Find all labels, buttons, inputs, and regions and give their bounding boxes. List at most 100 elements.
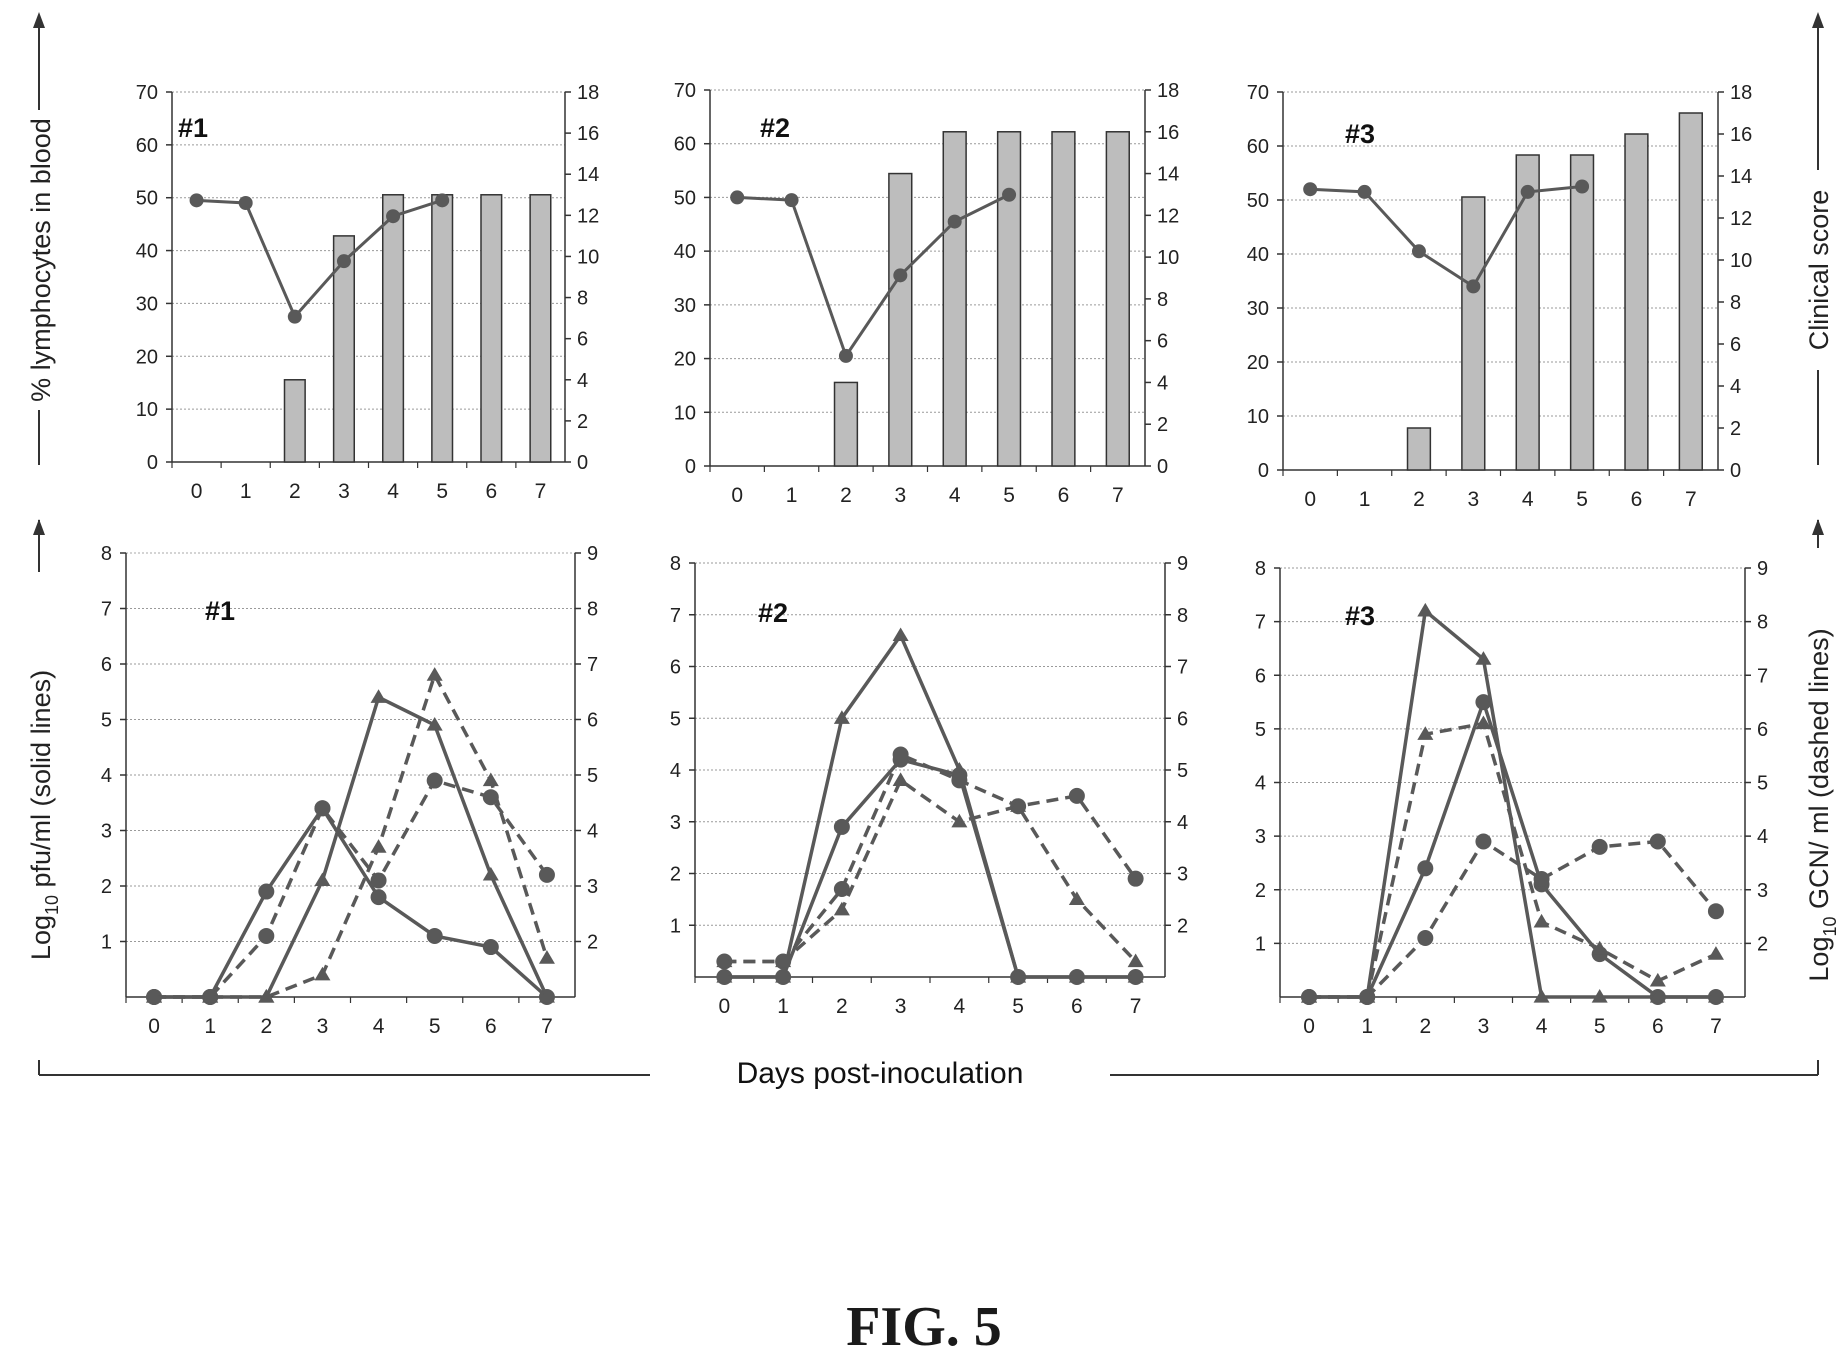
bar	[996, 131, 1022, 467]
series-point	[314, 966, 331, 981]
y-tick-label-left: 40	[1247, 244, 1269, 266]
y-tick-label-left: 70	[1247, 82, 1269, 104]
bar	[1515, 154, 1540, 471]
y-tick-label-left: 1	[101, 932, 112, 954]
x-tick-label: 6	[1058, 484, 1070, 507]
series-point	[1466, 279, 1481, 294]
x-tick-label: 1	[786, 484, 798, 507]
series-point	[1707, 903, 1724, 920]
y-tick-label-left: 20	[136, 346, 158, 368]
y-tick-label-right: 6	[1177, 708, 1188, 730]
x-tick-label: 0	[148, 1015, 160, 1038]
y-tick-label-left: 70	[674, 80, 696, 102]
series-line-3	[1309, 839, 1718, 999]
series-line-1	[1309, 696, 1716, 999]
x-tick-label: 3	[338, 480, 350, 503]
x-tick-label: 7	[1130, 995, 1142, 1018]
series-point	[426, 772, 443, 789]
y-tick-label-right: 0	[1730, 460, 1741, 482]
y-tick-label-right: 4	[587, 821, 598, 843]
y-tick-label-left: 4	[101, 765, 112, 787]
series-point	[258, 927, 275, 944]
y-tick-label-right: 14	[577, 164, 599, 186]
series-point	[1649, 833, 1666, 850]
y-tick-label-right: 8	[577, 288, 588, 310]
chart-panel-5: 1 2 3 4 5 6 7 8 2 3 4 5 6 7 8 9 0 1 2 3 4 5 6 7 #2	[670, 553, 1188, 1018]
panel-label: #1	[178, 113, 208, 143]
y-tick-label-left: 60	[136, 135, 158, 157]
x-tick-label: 5	[1594, 1015, 1606, 1038]
series-point	[370, 889, 387, 906]
panel-label: #3	[1345, 119, 1375, 149]
series-point	[189, 193, 204, 208]
series-point	[1475, 694, 1492, 711]
series-point	[1357, 184, 1372, 199]
series-point	[892, 627, 909, 642]
series-line-4	[724, 777, 1137, 964]
y-tick-label-right: 3	[1177, 864, 1188, 886]
series-point	[370, 872, 387, 889]
y-tick-label-left: 10	[136, 399, 158, 421]
series-line-1	[154, 805, 549, 999]
y-tick-label-right: 16	[1157, 122, 1179, 144]
right-labels: Clinical score Log10 GCN/ ml (dashed lin…	[1110, 12, 1840, 1076]
y-tick-label-right: 18	[577, 82, 599, 104]
y-tick-label-right: 12	[1157, 205, 1179, 227]
y-tick-label-left: 60	[674, 134, 696, 156]
series-point	[538, 989, 555, 1003]
series-point	[426, 927, 443, 944]
series-point	[538, 866, 555, 883]
x-tick-label: 7	[1710, 1015, 1722, 1038]
bottom-left-ylabel: Log10 pfu/ml (solid lines)	[26, 670, 62, 960]
y-tick-label-left: 40	[674, 241, 696, 263]
series-point	[1411, 244, 1426, 259]
y-tick-label-right: 7	[587, 654, 598, 676]
y-tick-label-left: 6	[1255, 665, 1266, 687]
y-tick-label-right: 6	[1157, 331, 1168, 353]
y-tick-label-right: 8	[1177, 605, 1188, 627]
top-left-ylabel: % lymphocytes in blood	[26, 118, 56, 402]
series-point	[1417, 602, 1434, 617]
series-point	[716, 953, 733, 968]
y-tick-label-left: 50	[674, 187, 696, 209]
y-tick-label-right: 5	[1757, 773, 1768, 795]
bar	[1051, 131, 1076, 467]
series-point	[1417, 860, 1434, 877]
y-tick-label-left: 40	[136, 241, 158, 263]
series-point	[951, 813, 968, 828]
y-tick-label-left: 70	[136, 82, 158, 104]
series-point	[426, 717, 443, 731]
series-point	[1649, 989, 1666, 1003]
series-point	[1591, 989, 1608, 1003]
y-tick-label-left: 0	[685, 456, 696, 478]
y-tick-label-left: 4	[1255, 773, 1266, 795]
series-point	[892, 746, 909, 763]
x-tick-label: 3	[895, 995, 907, 1018]
y-tick-label-right: 5	[587, 765, 598, 787]
x-tick-label: 2	[840, 484, 852, 507]
top-right-ylabel: Clinical score	[1804, 190, 1834, 351]
panel-label: #3	[1345, 601, 1375, 631]
y-tick-label-right: 5	[1177, 760, 1188, 782]
series-point	[202, 989, 219, 1003]
x-tick-label: 7	[1685, 488, 1697, 511]
series-point	[1475, 651, 1492, 665]
series-point	[838, 348, 853, 363]
series-point	[1575, 179, 1590, 194]
x-tick-label: 4	[373, 1015, 385, 1038]
x-tick-label: 1	[1361, 1015, 1373, 1038]
y-tick-label-right: 6	[577, 329, 588, 351]
y-tick-label-left: 10	[1247, 406, 1269, 428]
y-tick-label-right: 7	[1177, 657, 1188, 679]
y-tick-label-right: 2	[1177, 915, 1188, 937]
x-tick-label: 2	[289, 480, 301, 503]
y-tick-label-left: 2	[670, 864, 681, 886]
y-tick-label-left: 1	[670, 915, 681, 937]
series-point	[730, 190, 745, 205]
series-point	[892, 772, 909, 786]
x-tick-label: 4	[1536, 1015, 1548, 1038]
series-point	[482, 789, 499, 806]
y-tick-label-right: 9	[1177, 553, 1188, 575]
series-line	[196, 198, 443, 320]
